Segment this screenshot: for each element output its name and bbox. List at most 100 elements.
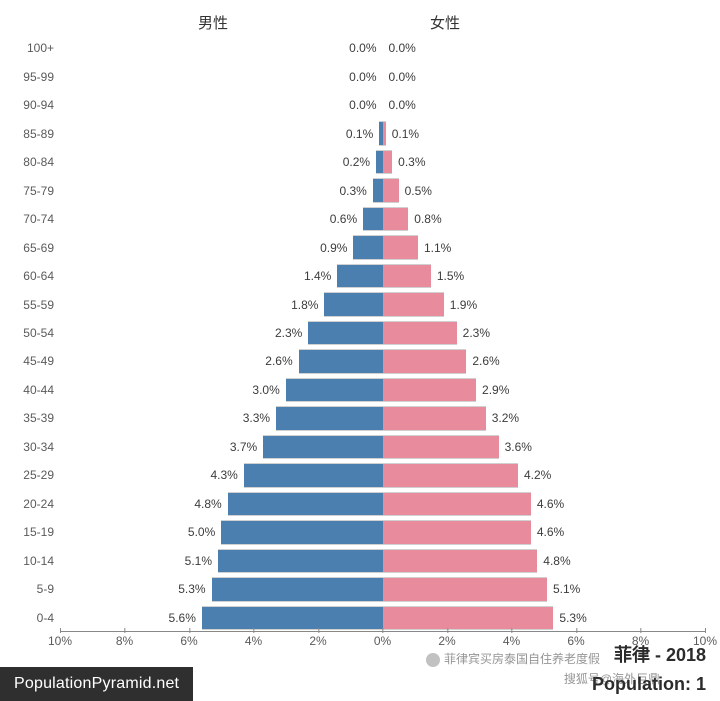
age-label: 15-19: [10, 518, 54, 546]
age-row: 55-591.8%1.9%: [60, 290, 705, 318]
female-value: 5.3%: [559, 604, 586, 632]
female-value: 3.2%: [492, 404, 519, 432]
age-label: 10-14: [10, 547, 54, 575]
age-label: 90-94: [10, 91, 54, 119]
female-bar: [383, 520, 531, 544]
age-row: 35-393.3%3.2%: [60, 404, 705, 432]
male-bar: [353, 235, 382, 259]
male-bar: [286, 378, 383, 402]
age-row: 95-990.0%0.0%: [60, 62, 705, 90]
male-value: 1.4%: [304, 262, 331, 290]
age-label: 80-84: [10, 148, 54, 176]
female-bar: [383, 435, 499, 459]
male-bar: [244, 463, 383, 487]
age-label: 45-49: [10, 347, 54, 375]
age-row: 40-443.0%2.9%: [60, 376, 705, 404]
female-value: 1.9%: [450, 290, 477, 318]
male-value: 0.0%: [349, 34, 376, 62]
male-bar: [337, 264, 382, 288]
female-bar: [383, 606, 554, 630]
male-value: 3.3%: [243, 404, 270, 432]
female-bar: [383, 321, 457, 345]
female-bar: [383, 577, 547, 601]
female-bar: [383, 150, 393, 174]
female-bar: [383, 207, 409, 231]
chart-title: 菲律 - 2018: [614, 641, 706, 667]
age-label: 5-9: [10, 575, 54, 603]
male-bar: [228, 492, 383, 516]
age-label: 75-79: [10, 176, 54, 204]
male-value: 0.6%: [330, 205, 357, 233]
female-value: 0.8%: [414, 205, 441, 233]
male-value: 5.3%: [178, 575, 205, 603]
male-value: 0.9%: [320, 233, 347, 261]
male-bar: [218, 549, 382, 573]
x-tick: 4%: [503, 634, 520, 648]
male-bar: [373, 178, 383, 202]
age-row: 90-940.0%0.0%: [60, 91, 705, 119]
male-bar: [221, 520, 382, 544]
male-value: 0.2%: [343, 148, 370, 176]
age-label: 20-24: [10, 490, 54, 518]
legend-male: 男性: [198, 12, 228, 33]
female-value: 4.6%: [537, 490, 564, 518]
female-bar: [383, 378, 477, 402]
male-value: 0.0%: [349, 62, 376, 90]
legend-female: 女性: [430, 12, 460, 33]
female-value: 1.5%: [437, 262, 464, 290]
age-label: 95-99: [10, 62, 54, 90]
plot-area: 100+0.0%0.0%95-990.0%0.0%90-940.0%0.0%85…: [60, 34, 705, 632]
x-tick: 8%: [116, 634, 133, 648]
female-bar: [383, 264, 431, 288]
age-row: 30-343.7%3.6%: [60, 433, 705, 461]
female-value: 4.2%: [524, 461, 551, 489]
age-label: 25-29: [10, 461, 54, 489]
female-bar: [383, 463, 518, 487]
male-bar: [299, 349, 383, 373]
age-row: 15-195.0%4.6%: [60, 518, 705, 546]
male-value: 5.1%: [185, 547, 212, 575]
female-value: 0.5%: [405, 176, 432, 204]
watermark-line-2: 搜狐号@海外巨鼎: [564, 670, 660, 687]
male-value: 0.3%: [339, 176, 366, 204]
age-row: 20-244.8%4.6%: [60, 490, 705, 518]
male-bar: [324, 292, 382, 316]
x-tick: 2%: [309, 634, 326, 648]
female-value: 4.6%: [537, 518, 564, 546]
age-row: 100+0.0%0.0%: [60, 34, 705, 62]
age-row: 65-690.9%1.1%: [60, 233, 705, 261]
x-tick: 6%: [567, 634, 584, 648]
age-label: 100+: [10, 34, 54, 62]
age-row: 60-641.4%1.5%: [60, 262, 705, 290]
watermark-line-1: 菲律宾买房泰国自住养老度假: [426, 650, 600, 667]
male-bar: [276, 406, 382, 430]
age-label: 70-74: [10, 205, 54, 233]
male-value: 5.0%: [188, 518, 215, 546]
female-bar: [383, 121, 386, 145]
population-pyramid-chart: 男性 女性 100+0.0%0.0%95-990.0%0.0%90-940.0%…: [10, 8, 710, 668]
male-value: 3.0%: [252, 376, 279, 404]
age-label: 40-44: [10, 376, 54, 404]
watermark-text-1: 菲律宾买房泰国自住养老度假: [444, 652, 600, 666]
male-value: 3.7%: [230, 433, 257, 461]
male-value: 2.6%: [265, 347, 292, 375]
female-bar: [383, 178, 399, 202]
male-value: 0.0%: [349, 91, 376, 119]
wechat-icon: [426, 653, 440, 667]
male-bar: [212, 577, 383, 601]
age-row: 80-840.2%0.3%: [60, 148, 705, 176]
female-value: 2.9%: [482, 376, 509, 404]
age-row: 85-890.1%0.1%: [60, 119, 705, 147]
age-label: 85-89: [10, 119, 54, 147]
female-value: 5.1%: [553, 575, 580, 603]
male-bar: [308, 321, 382, 345]
x-axis: 10%8%6%4%2%0%2%4%6%8%10%: [60, 632, 705, 656]
male-bar: [363, 207, 382, 231]
female-value: 0.3%: [398, 148, 425, 176]
age-row: 45-492.6%2.6%: [60, 347, 705, 375]
male-bar: [263, 435, 382, 459]
age-row: 10-145.1%4.8%: [60, 547, 705, 575]
age-label: 30-34: [10, 433, 54, 461]
female-value: 4.8%: [543, 547, 570, 575]
female-bar: [383, 406, 486, 430]
